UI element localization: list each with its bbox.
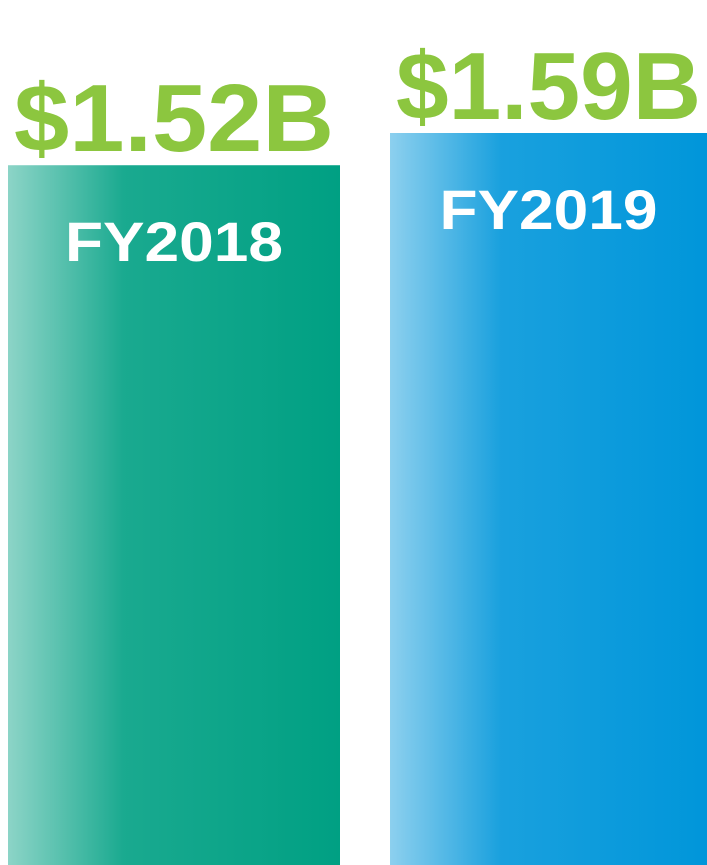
value-label: $1.59B [396,33,701,140]
category-label: FY2019 [440,178,658,241]
category-label: FY2018 [65,210,283,273]
value-label: $1.52B [14,65,334,172]
bar [390,133,707,865]
bar [8,165,340,865]
